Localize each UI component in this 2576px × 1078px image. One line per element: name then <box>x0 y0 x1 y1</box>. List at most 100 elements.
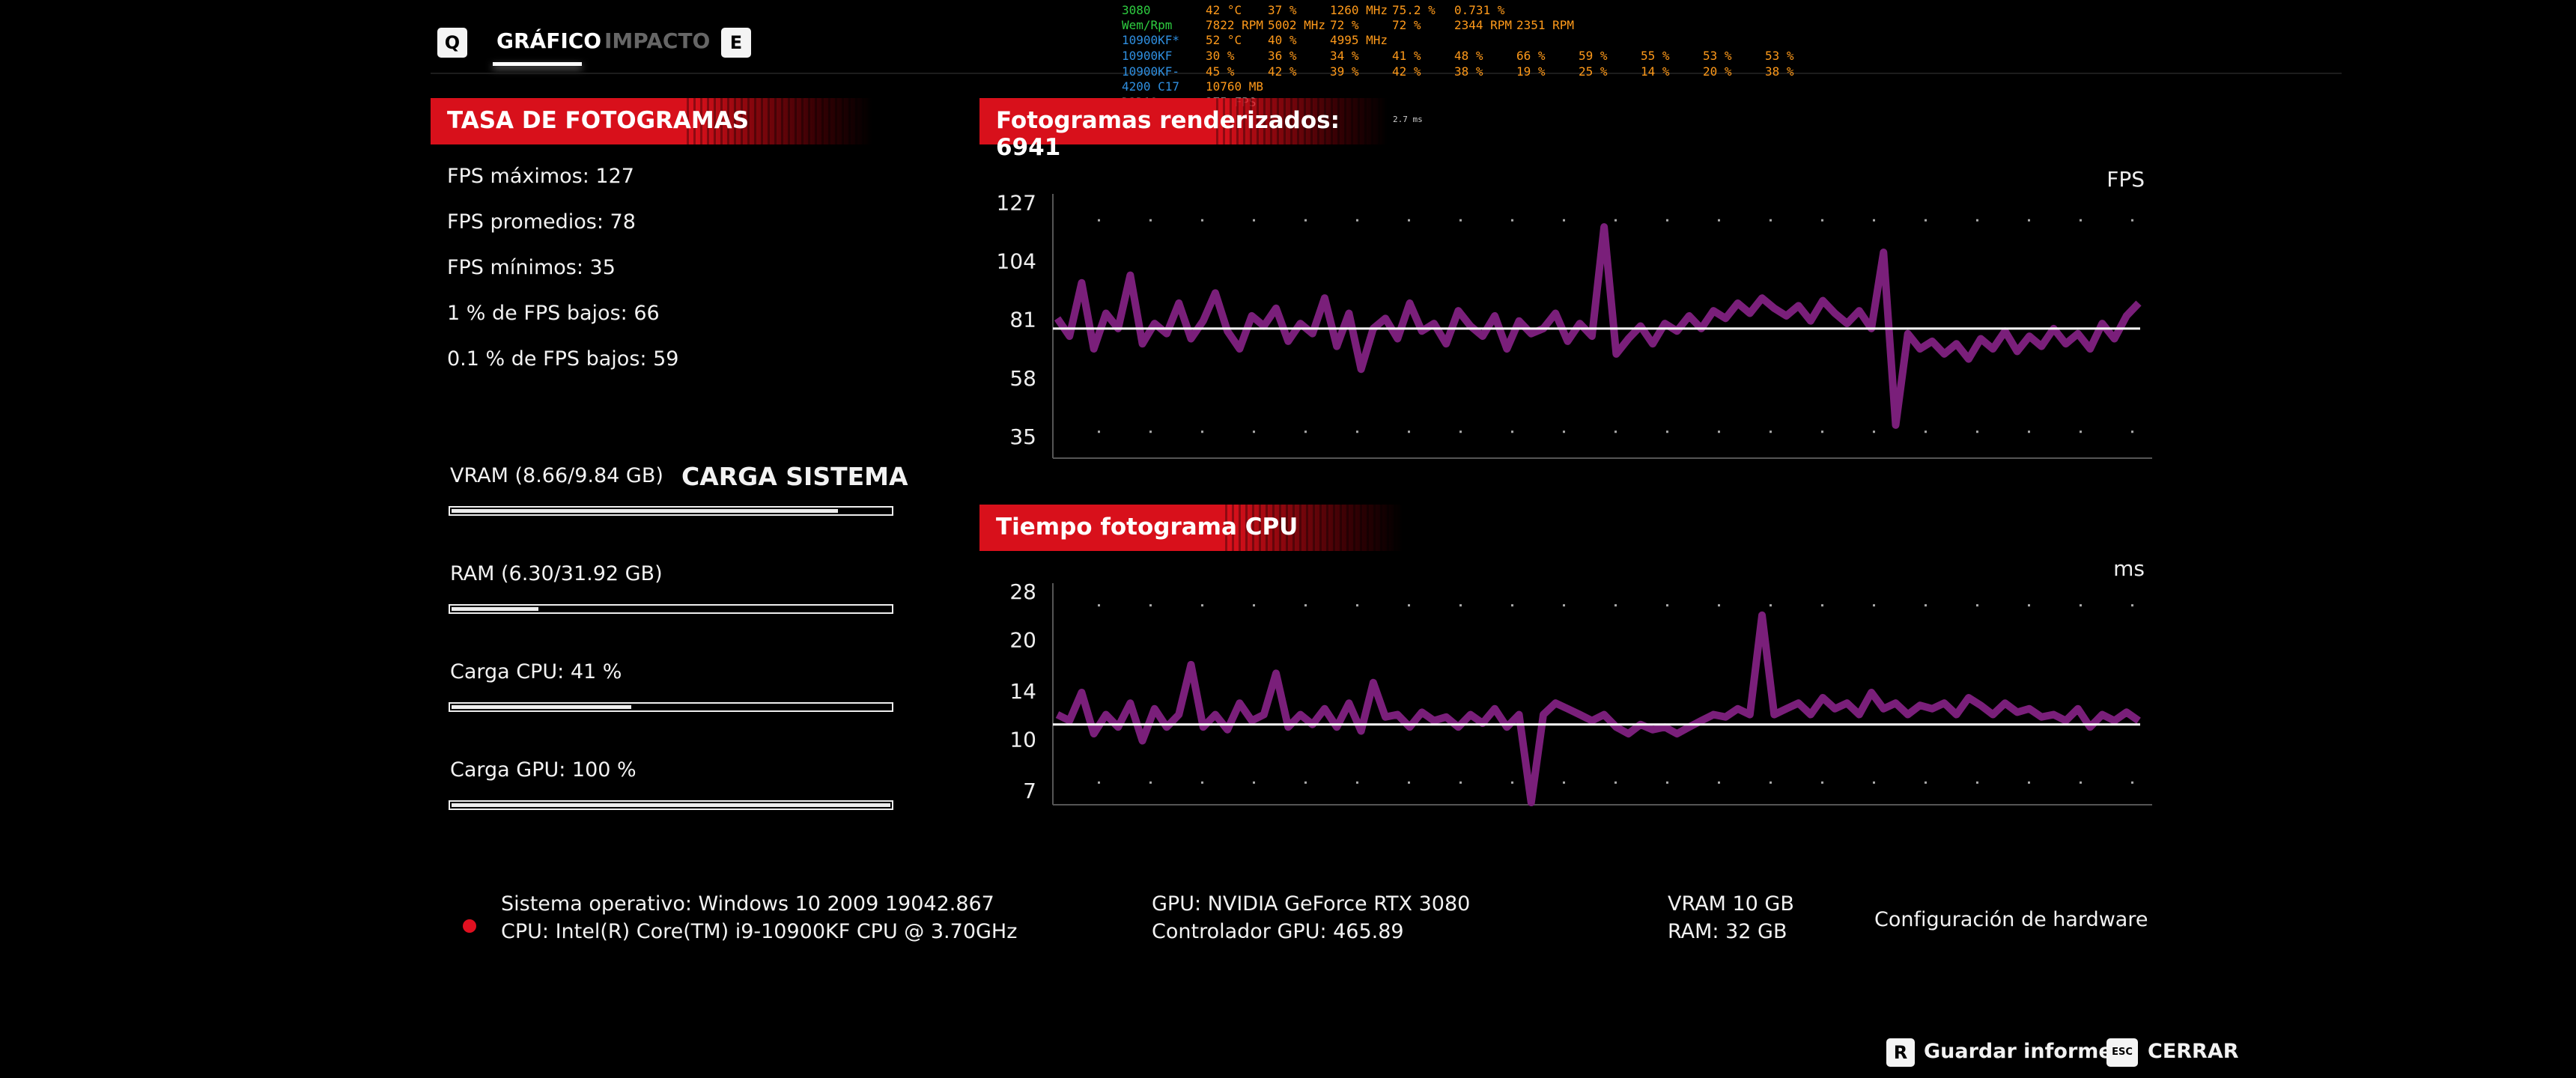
y-tick-label: 81 <box>1009 308 1036 332</box>
y-tick-label: 20 <box>1009 628 1036 653</box>
overlay-value: 4995 MHz <box>1330 33 1388 47</box>
section-header: Fotogramas renderizados: 6941 <box>979 98 1388 161</box>
overlay-value: 53 % <box>1703 49 1732 63</box>
tab-underline <box>493 62 582 66</box>
hardware-driver: Controlador GPU: 465.89 <box>1152 920 1404 943</box>
load-label: RAM (6.30/31.92 GB) <box>450 562 663 585</box>
overlay-value: 42 % <box>1268 64 1297 79</box>
overlay-value: 53 % <box>1765 49 1794 63</box>
section-title: CARGA SISTEMA <box>681 462 908 491</box>
load-bar <box>449 702 893 712</box>
stat: 1 % de FPS bajos: 66 <box>447 302 660 325</box>
overlay-value: 20 % <box>1703 64 1732 79</box>
divider <box>431 73 2342 74</box>
hardware-gpu: GPU: NVIDIA GeForce RTX 3080 <box>1152 892 1471 916</box>
overlay-value: 41 % <box>1392 49 1421 63</box>
hardware-button[interactable]: Configuración de hardware <box>1874 908 2148 931</box>
section-title: TASA DE FOTOGRAMAS <box>447 107 750 134</box>
overlay-value: 75.2 % <box>1392 3 1436 17</box>
overlay-frametime: 2.7 ms <box>1393 115 1423 124</box>
y-tick-label: 127 <box>997 191 1036 216</box>
hardware-os: Sistema operativo: Windows 10 2009 19042… <box>501 892 994 916</box>
overlay-label: Wem/Rpm <box>1122 18 1173 32</box>
hardware-vram: VRAM 10 GB <box>1668 892 1794 916</box>
tab[interactable]: IMPACTO <box>604 28 711 53</box>
overlay-value: 45 % <box>1206 64 1235 79</box>
load-fill <box>452 803 890 807</box>
y-tick-label: 104 <box>997 249 1036 274</box>
section-header: TASA DE FOTOGRAMAS <box>431 98 872 144</box>
overlay-value: 30 % <box>1206 49 1235 63</box>
action[interactable]: CERRAR <box>2148 1040 2239 1063</box>
overlay-value: 36 % <box>1268 49 1297 63</box>
overlay-value: 52 °C <box>1206 33 1242 47</box>
overlay-value: 38 % <box>1765 64 1794 79</box>
action-key[interactable]: R <box>1886 1038 1915 1067</box>
overlay-value: 48 % <box>1454 49 1483 63</box>
y-tick-label: 7 <box>1023 779 1036 803</box>
overlay-value: 14 % <box>1641 64 1670 79</box>
overlay-label: 10900KF <box>1122 49 1173 63</box>
overlay-label: 3080 <box>1122 3 1151 17</box>
overlay-value: 2351 RPM <box>1516 18 1575 32</box>
section-header: Tiempo fotograma CPU <box>979 505 1403 551</box>
chart-title: Tiempo fotograma CPU <box>996 514 1298 540</box>
overlay-value: 72 % <box>1330 18 1359 32</box>
overlay-value: 34 % <box>1330 49 1359 63</box>
load-fill <box>452 607 538 611</box>
chart-title: Fotogramas renderizados: 6941 <box>996 107 1340 161</box>
load-bar <box>449 506 893 516</box>
load-label: Carga CPU: 41 % <box>450 660 622 683</box>
overlay-value: 5002 MHz <box>1268 18 1326 32</box>
overlay-value: 40 % <box>1268 33 1297 47</box>
hardware-ram: RAM: 32 GB <box>1668 920 1787 943</box>
y-tick-label: 35 <box>1009 424 1036 449</box>
overlay-label: 10900KF- <box>1122 64 1180 79</box>
overlay-value: 25 % <box>1579 64 1608 79</box>
action-key[interactable]: ESC <box>2106 1038 2138 1067</box>
overlay-value: 39 % <box>1330 64 1359 79</box>
unit-label: FPS <box>2106 167 2145 192</box>
data-line <box>1055 611 2141 807</box>
stat: 0.1 % de FPS bajos: 59 <box>447 347 679 371</box>
y-tick-label: 28 <box>1009 579 1036 604</box>
overlay-value: 10760 MB <box>1206 79 1264 94</box>
status-dot <box>463 919 476 933</box>
overlay-value: 19 % <box>1516 64 1546 79</box>
overlay-value: 0.731 % <box>1454 3 1505 17</box>
load-label: Carga GPU: 100 % <box>450 758 637 782</box>
load-bar <box>449 604 893 614</box>
unit-label: ms <box>2113 556 2145 581</box>
overlay-value: 55 % <box>1641 49 1670 63</box>
stat: FPS máximos: 127 <box>447 165 634 188</box>
overlay-value: 1260 MHz <box>1330 3 1388 17</box>
load-fill <box>452 705 632 709</box>
overlay-value: 66 % <box>1516 49 1546 63</box>
stat: FPS promedios: 78 <box>447 210 636 234</box>
overlay-value: 7822 RPM <box>1206 18 1264 32</box>
load-bar <box>449 800 893 810</box>
tab-key[interactable]: E <box>721 28 751 58</box>
tab-key[interactable]: Q <box>437 28 467 58</box>
y-tick-label: 14 <box>1009 679 1036 704</box>
stat: FPS mínimos: 35 <box>447 256 616 279</box>
y-tick-label: 58 <box>1009 366 1036 391</box>
data-line <box>1054 223 2142 429</box>
action[interactable]: Guardar informe <box>1924 1040 2112 1063</box>
load-label: VRAM (8.66/9.84 GB) <box>450 464 663 487</box>
overlay-value: 37 % <box>1268 3 1297 17</box>
overlay-value: 2344 RPM <box>1454 18 1513 32</box>
overlay-value: 38 % <box>1454 64 1483 79</box>
overlay-value: 72 % <box>1392 18 1421 32</box>
overlay-value: 59 % <box>1579 49 1608 63</box>
overlay-label: 4200 C17 <box>1122 79 1180 94</box>
load-fill <box>452 509 838 513</box>
overlay-value: 42 °C <box>1206 3 1242 17</box>
tab[interactable]: GRÁFICO <box>496 28 602 53</box>
hardware-cpu: CPU: Intel(R) Core(TM) i9-10900KF CPU @ … <box>501 920 1018 943</box>
overlay-label: 10900KF* <box>1122 33 1180 47</box>
overlay-value: 42 % <box>1392 64 1421 79</box>
